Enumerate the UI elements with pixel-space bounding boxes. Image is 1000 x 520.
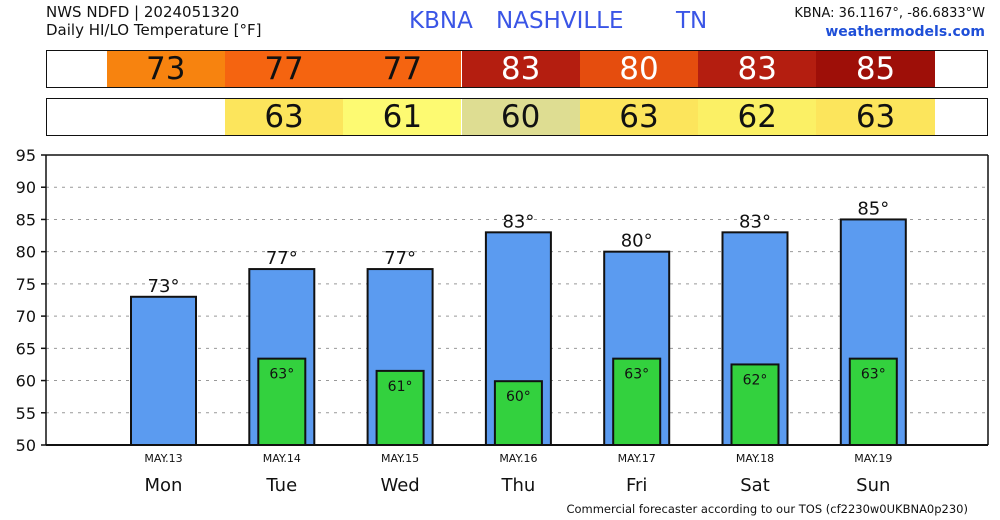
- high-temp-strip: 73 77 77 83 80 83 85: [46, 50, 988, 88]
- low-temp-label: 62°: [743, 372, 768, 388]
- high-temp-cell: 83: [698, 51, 817, 87]
- low-temp-bar: [848, 357, 898, 446]
- x-date-label: MAY.17: [618, 452, 656, 465]
- y-tick-label: 60: [16, 372, 36, 391]
- high-temp-cell: 77: [224, 51, 344, 87]
- x-day-label: Thu: [500, 475, 535, 496]
- station-coordinates: KBNA: 36.1167°, -86.6833°W: [794, 6, 985, 21]
- high-temp-cell: 85: [816, 51, 935, 87]
- low-temp-bar: [375, 369, 425, 446]
- y-tick-label: 80: [16, 243, 36, 262]
- low-temp-cell: 62: [698, 99, 817, 135]
- high-temp-label: 77°: [266, 248, 298, 269]
- product-title: NWS NDFD | 2024051320: [46, 3, 240, 21]
- x-date-label: MAY.19: [854, 452, 892, 465]
- x-date-label: MAY.13: [144, 452, 182, 465]
- low-temp-label: 60°: [506, 389, 531, 405]
- low-temp-label: 63°: [624, 367, 649, 383]
- x-date-label: MAY.15: [381, 452, 419, 465]
- x-day-label: Mon: [145, 475, 183, 496]
- x-day-label: Tue: [265, 475, 297, 496]
- station-name: NASHVILLE: [496, 8, 624, 34]
- low-temp-strip: 63 61 60 63 62 63: [46, 98, 988, 136]
- x-day-label: Sun: [856, 475, 890, 496]
- low-temp-bar: [612, 357, 662, 446]
- high-temp-cell: 77: [343, 51, 462, 87]
- low-temp-cell: 63: [579, 99, 699, 135]
- high-temp-label: 83°: [502, 211, 534, 232]
- y-tick-label: 90: [16, 178, 36, 197]
- high-temp-cell: 83: [461, 51, 580, 87]
- x-day-label: Wed: [380, 475, 419, 496]
- high-temp-label: 73°: [148, 276, 180, 297]
- low-temp-bar: [493, 380, 543, 447]
- station-state: TN: [676, 8, 708, 34]
- x-date-label: MAY.16: [499, 452, 537, 465]
- high-temp-label: 77°: [384, 248, 416, 269]
- high-temp-label: 83°: [739, 211, 771, 232]
- x-day-label: Sat: [740, 475, 770, 496]
- high-temp-bar: [130, 295, 197, 446]
- high-temp-label: 80°: [621, 231, 653, 252]
- y-tick-label: 95: [16, 146, 36, 165]
- y-tick-label: 85: [16, 210, 36, 229]
- low-temp-cell: 60: [461, 99, 580, 135]
- low-temp-label: 61°: [388, 379, 413, 395]
- y-tick-label: 65: [16, 339, 36, 358]
- low-temp-cell: 63: [224, 99, 344, 135]
- low-temp-cell: 61: [343, 99, 462, 135]
- station-id: KBNA: [409, 8, 473, 34]
- y-tick-label: 50: [16, 436, 36, 455]
- x-date-label: MAY.18: [736, 452, 774, 465]
- low-temp-cell: 63: [816, 99, 935, 135]
- y-tick-label: 70: [16, 307, 36, 326]
- y-tick-label: 55: [16, 404, 36, 423]
- low-temp-label: 63°: [269, 367, 294, 383]
- low-temp-label: 63°: [861, 367, 886, 383]
- y-tick-label: 75: [16, 275, 36, 294]
- low-temp-bar: [730, 363, 780, 447]
- high-temp-label: 85°: [857, 198, 889, 219]
- high-temp-cell: 73: [106, 51, 225, 87]
- temperature-chart: 50 55 60 65 70 75 80 85 90 95 73° MAY.13 Mon 77° 63° MA…: [16, 146, 989, 496]
- x-day-label: Fri: [626, 475, 647, 496]
- site-link[interactable]: weathermodels.com: [825, 24, 985, 40]
- footer-note: Commercial forecaster according to our T…: [566, 502, 968, 516]
- high-temp-cell: 80: [579, 51, 699, 87]
- chart-subtitle: Daily HI/LO Temperature [°F]: [46, 21, 262, 39]
- x-date-label: MAY.14: [263, 452, 301, 465]
- low-temp-cell: [106, 99, 225, 135]
